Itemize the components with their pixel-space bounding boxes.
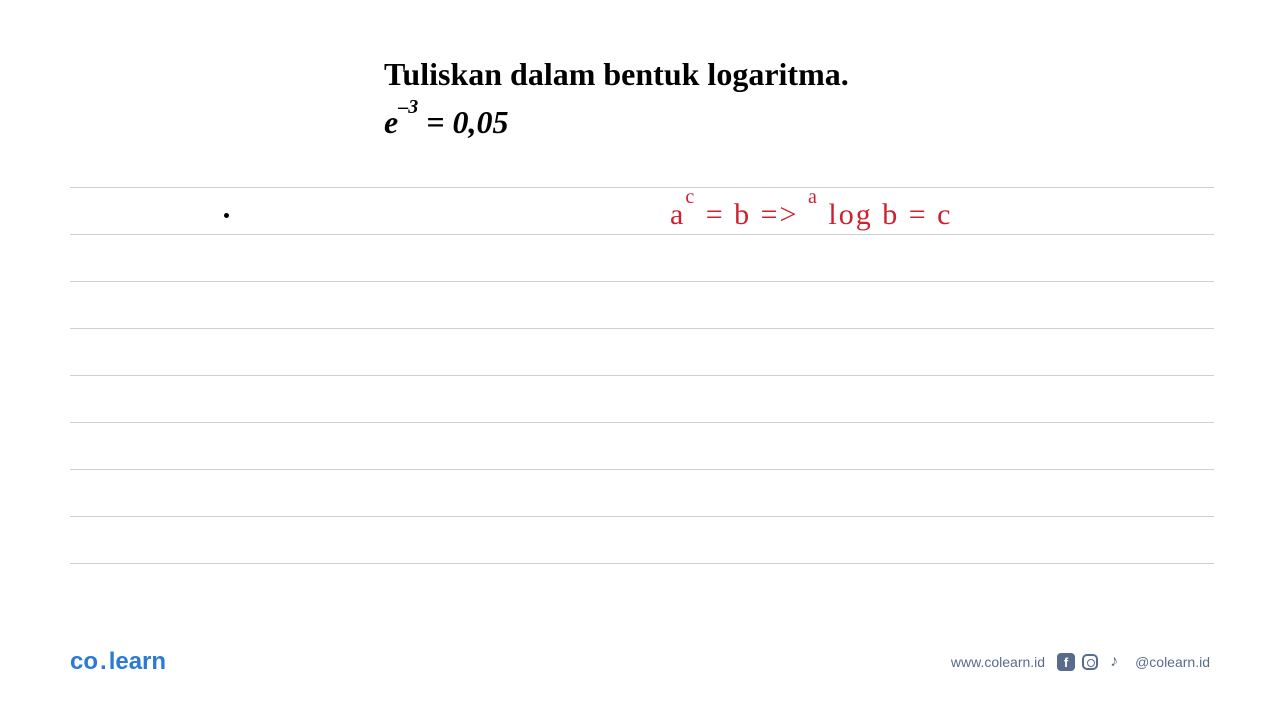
website-url: www.colearn.id: [951, 654, 1045, 670]
ruled-line: [70, 328, 1214, 329]
ruled-line: [70, 422, 1214, 423]
facebook-icon: f: [1057, 653, 1075, 671]
footer-right: www.colearn.id f ♪ @colearn.id: [951, 653, 1210, 671]
handwritten-formula: ac = b => a log b = c: [670, 196, 952, 232]
equation-base: e: [384, 104, 398, 140]
equation-rhs: = 0,05: [418, 104, 508, 140]
ruled-paper-area: [70, 187, 1214, 610]
page-footer: co.learn www.colearn.id f ♪ @colearn.id: [0, 648, 1280, 676]
logo-part2: learn: [109, 648, 166, 675]
formula-lhs-rest: = b =>: [696, 198, 808, 231]
page-container: Tuliskan dalam bentuk logaritma. e–3 = 0…: [0, 0, 1280, 720]
ruled-line: [70, 516, 1214, 517]
ruled-line: [70, 375, 1214, 376]
ruled-line: [70, 281, 1214, 282]
ruled-line: [70, 469, 1214, 470]
problem-equation: e–3 = 0,05: [384, 104, 508, 141]
problem-instruction: Tuliskan dalam bentuk logaritma.: [384, 56, 849, 93]
formula-rhs-pre: a: [808, 186, 819, 208]
formula-rhs-log: log b = c: [819, 198, 953, 231]
social-handle: @colearn.id: [1135, 654, 1210, 670]
ruled-line: [70, 563, 1214, 564]
instagram-icon: [1081, 653, 1099, 671]
brand-logo: co.learn: [70, 648, 166, 676]
logo-part1: co: [70, 648, 98, 675]
bullet-dot: [224, 213, 229, 218]
formula-lhs-exponent: c: [685, 186, 696, 208]
ruled-line: [70, 234, 1214, 235]
social-icons-group: f ♪: [1057, 653, 1123, 671]
equation-exponent: –3: [398, 96, 418, 118]
logo-separator: .: [100, 648, 107, 675]
tiktok-icon: ♪: [1105, 653, 1123, 671]
formula-lhs-base: a: [670, 198, 685, 231]
ruled-line: [70, 187, 1214, 188]
